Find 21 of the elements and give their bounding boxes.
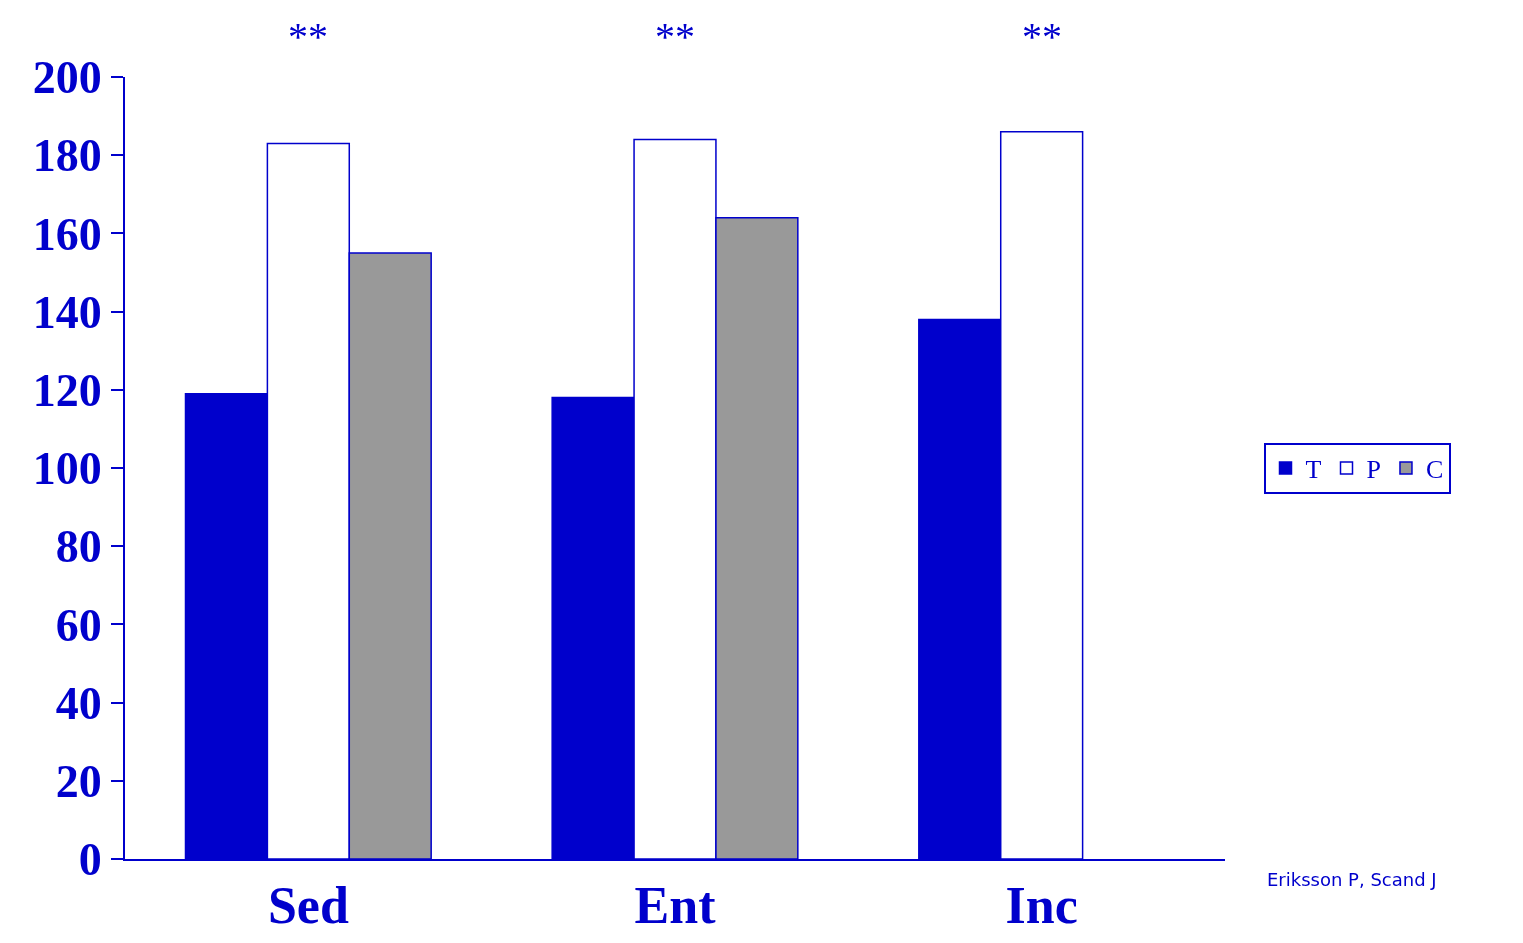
y-tick-label: 100 [32,443,102,495]
y-tick-label: 200 [32,52,102,104]
y-tick-label: 20 [55,755,102,807]
legend-label: T [1305,455,1322,485]
text: ** [1022,14,1062,59]
y-tick-label: 160 [32,208,102,260]
y-tick-label: 40 [55,677,102,729]
y-tick-label: 140 [32,286,102,338]
x-tick-label: Inc [1005,877,1078,935]
y-tick-label: 0 [78,834,102,886]
text: ** [288,14,328,59]
y-tick-label: 80 [55,521,102,573]
y-tick-label: 60 [55,599,102,651]
x-tick-label: Ent [634,877,717,935]
y-tick-label: 180 [32,130,102,182]
x-tick-label: Sed [267,877,349,935]
text: ** [655,14,695,59]
legend-label: C [1425,455,1444,485]
text: Eriksson P, Scand J [1267,869,1437,890]
legend-label: P [1366,455,1381,485]
y-tick-label: 120 [32,364,102,416]
